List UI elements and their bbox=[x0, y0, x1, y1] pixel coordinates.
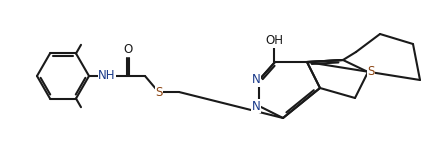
Text: N: N bbox=[251, 100, 260, 112]
Text: S: S bbox=[366, 66, 374, 78]
Text: O: O bbox=[123, 43, 132, 57]
Text: OH: OH bbox=[264, 35, 283, 47]
Text: S: S bbox=[155, 85, 162, 98]
Text: NH: NH bbox=[98, 69, 115, 83]
Text: N: N bbox=[251, 74, 260, 86]
